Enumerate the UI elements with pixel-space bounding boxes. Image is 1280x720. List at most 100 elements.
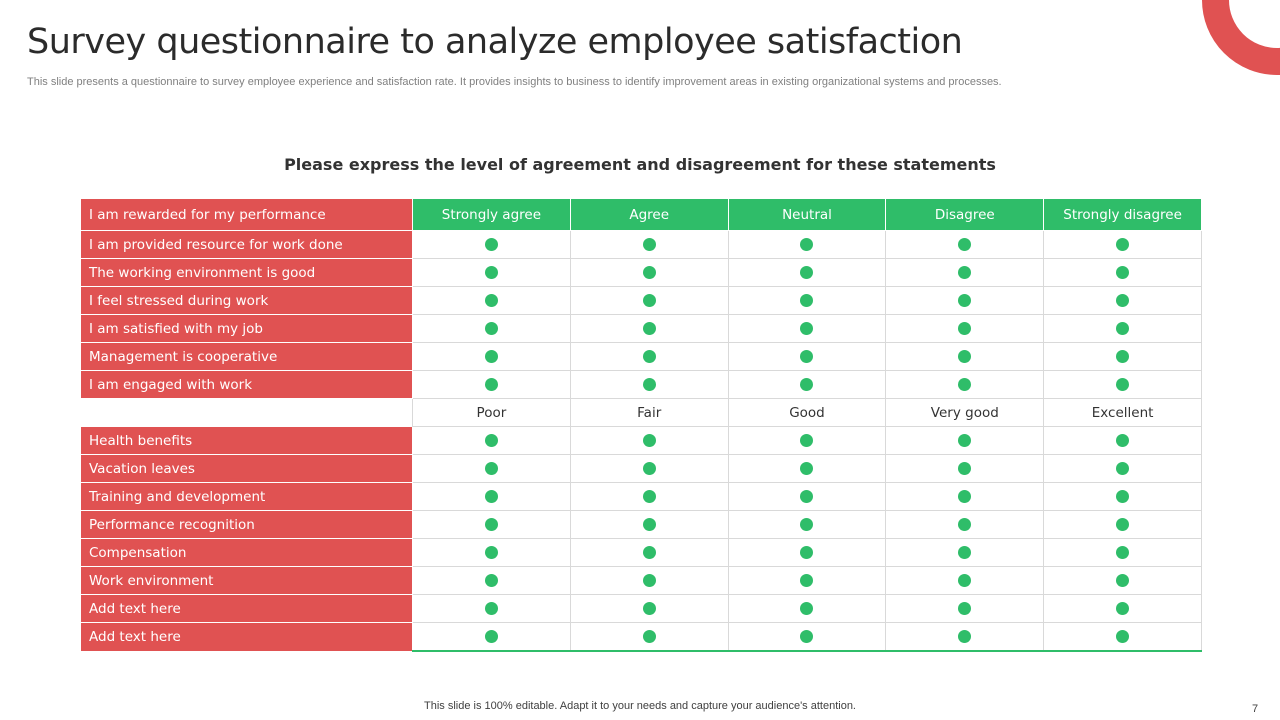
response-dot-icon[interactable] bbox=[484, 434, 498, 447]
response-cell[interactable] bbox=[412, 566, 571, 595]
response-cell[interactable] bbox=[885, 342, 1045, 371]
response-dot-icon[interactable] bbox=[958, 378, 972, 391]
response-cell[interactable] bbox=[569, 538, 729, 567]
response-dot-icon[interactable] bbox=[1116, 294, 1130, 307]
response-dot-icon[interactable] bbox=[1116, 350, 1130, 363]
response-dot-icon[interactable] bbox=[800, 322, 814, 335]
response-dot-icon[interactable] bbox=[958, 238, 972, 251]
response-cell[interactable] bbox=[727, 510, 887, 539]
response-dot-icon[interactable] bbox=[800, 602, 814, 615]
response-cell[interactable] bbox=[412, 538, 571, 567]
response-dot-icon[interactable] bbox=[958, 434, 972, 447]
response-cell[interactable] bbox=[1043, 314, 1202, 343]
response-cell[interactable] bbox=[885, 258, 1045, 287]
response-cell[interactable] bbox=[1043, 426, 1202, 455]
response-dot-icon[interactable] bbox=[484, 238, 498, 251]
response-cell[interactable] bbox=[412, 482, 571, 511]
response-cell[interactable] bbox=[885, 426, 1045, 455]
response-dot-icon[interactable] bbox=[958, 574, 972, 587]
response-dot-icon[interactable] bbox=[484, 378, 498, 391]
response-cell[interactable] bbox=[569, 258, 729, 287]
response-dot-icon[interactable] bbox=[800, 350, 814, 363]
response-cell[interactable] bbox=[412, 342, 571, 371]
response-dot-icon[interactable] bbox=[642, 462, 656, 475]
response-cell[interactable] bbox=[727, 342, 887, 371]
response-dot-icon[interactable] bbox=[958, 518, 972, 531]
response-cell[interactable] bbox=[412, 622, 571, 652]
response-dot-icon[interactable] bbox=[642, 266, 656, 279]
response-dot-icon[interactable] bbox=[1116, 266, 1130, 279]
response-cell[interactable] bbox=[885, 594, 1045, 623]
response-cell[interactable] bbox=[569, 482, 729, 511]
response-cell[interactable] bbox=[727, 454, 887, 483]
response-dot-icon[interactable] bbox=[642, 574, 656, 587]
response-cell[interactable] bbox=[412, 286, 571, 315]
response-cell[interactable] bbox=[885, 510, 1045, 539]
response-cell[interactable] bbox=[727, 370, 887, 399]
response-dot-icon[interactable] bbox=[484, 266, 498, 279]
response-dot-icon[interactable] bbox=[642, 546, 656, 559]
response-cell[interactable] bbox=[569, 594, 729, 623]
response-cell[interactable] bbox=[1043, 566, 1202, 595]
response-cell[interactable] bbox=[569, 370, 729, 399]
response-dot-icon[interactable] bbox=[800, 434, 814, 447]
response-cell[interactable] bbox=[885, 286, 1045, 315]
response-dot-icon[interactable] bbox=[800, 630, 814, 643]
response-cell[interactable] bbox=[412, 258, 571, 287]
response-dot-icon[interactable] bbox=[642, 350, 656, 363]
response-cell[interactable] bbox=[412, 594, 571, 623]
response-dot-icon[interactable] bbox=[800, 518, 814, 531]
response-dot-icon[interactable] bbox=[642, 518, 656, 531]
response-cell[interactable] bbox=[885, 314, 1045, 343]
response-dot-icon[interactable] bbox=[642, 294, 656, 307]
response-cell[interactable] bbox=[1043, 538, 1202, 567]
response-cell[interactable] bbox=[1043, 510, 1202, 539]
response-cell[interactable] bbox=[727, 622, 887, 652]
response-dot-icon[interactable] bbox=[800, 462, 814, 475]
response-dot-icon[interactable] bbox=[1116, 322, 1130, 335]
response-cell[interactable] bbox=[885, 370, 1045, 399]
response-cell[interactable] bbox=[569, 566, 729, 595]
response-cell[interactable] bbox=[1043, 622, 1202, 652]
response-dot-icon[interactable] bbox=[484, 294, 498, 307]
response-cell[interactable] bbox=[1043, 342, 1202, 371]
response-dot-icon[interactable] bbox=[1116, 490, 1130, 503]
response-cell[interactable] bbox=[885, 566, 1045, 595]
response-dot-icon[interactable] bbox=[484, 518, 498, 531]
response-cell[interactable] bbox=[1043, 286, 1202, 315]
response-cell[interactable] bbox=[727, 426, 887, 455]
response-cell[interactable] bbox=[885, 230, 1045, 259]
response-cell[interactable] bbox=[1043, 258, 1202, 287]
response-cell[interactable] bbox=[569, 286, 729, 315]
response-cell[interactable] bbox=[412, 426, 571, 455]
response-cell[interactable] bbox=[727, 594, 887, 623]
response-dot-icon[interactable] bbox=[642, 602, 656, 615]
response-dot-icon[interactable] bbox=[800, 378, 814, 391]
response-dot-icon[interactable] bbox=[958, 462, 972, 475]
response-dot-icon[interactable] bbox=[1116, 238, 1130, 251]
response-dot-icon[interactable] bbox=[642, 322, 656, 335]
response-dot-icon[interactable] bbox=[484, 546, 498, 559]
response-dot-icon[interactable] bbox=[800, 574, 814, 587]
response-cell[interactable] bbox=[727, 538, 887, 567]
response-dot-icon[interactable] bbox=[958, 546, 972, 559]
response-cell[interactable] bbox=[727, 286, 887, 315]
response-dot-icon[interactable] bbox=[958, 602, 972, 615]
response-dot-icon[interactable] bbox=[800, 294, 814, 307]
response-cell[interactable] bbox=[727, 258, 887, 287]
response-dot-icon[interactable] bbox=[642, 238, 656, 251]
response-cell[interactable] bbox=[885, 622, 1045, 652]
response-dot-icon[interactable] bbox=[484, 490, 498, 503]
response-dot-icon[interactable] bbox=[1116, 462, 1130, 475]
response-cell[interactable] bbox=[569, 622, 729, 652]
response-cell[interactable] bbox=[727, 230, 887, 259]
response-cell[interactable] bbox=[1043, 454, 1202, 483]
response-cell[interactable] bbox=[569, 454, 729, 483]
response-dot-icon[interactable] bbox=[1116, 434, 1130, 447]
response-cell[interactable] bbox=[1043, 594, 1202, 623]
response-dot-icon[interactable] bbox=[958, 350, 972, 363]
response-dot-icon[interactable] bbox=[1116, 378, 1130, 391]
response-dot-icon[interactable] bbox=[642, 434, 656, 447]
response-dot-icon[interactable] bbox=[958, 322, 972, 335]
response-dot-icon[interactable] bbox=[1116, 630, 1130, 643]
